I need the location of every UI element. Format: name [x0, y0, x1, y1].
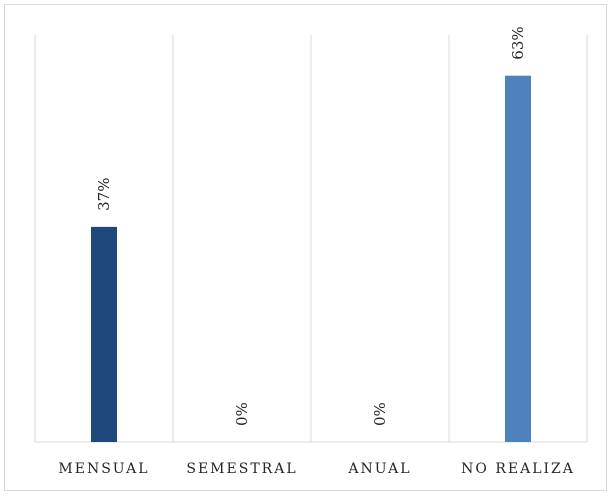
data-label-semestral: 0% — [233, 402, 251, 426]
tick-label-anual: ANUAL — [347, 461, 411, 477]
tick-label-semestral: SEMESTRAL — [186, 461, 297, 477]
tick-label-mensual: MENSUAL — [58, 461, 149, 477]
tick-label-no-realiza: NO REALIZA — [461, 461, 575, 477]
data-label-no-realiza: 63% — [509, 26, 527, 59]
bar-no-realiza — [505, 75, 531, 442]
data-label-mensual: 37% — [95, 178, 113, 211]
bar-mensual — [91, 226, 117, 442]
data-label-anual: 0% — [371, 402, 389, 426]
